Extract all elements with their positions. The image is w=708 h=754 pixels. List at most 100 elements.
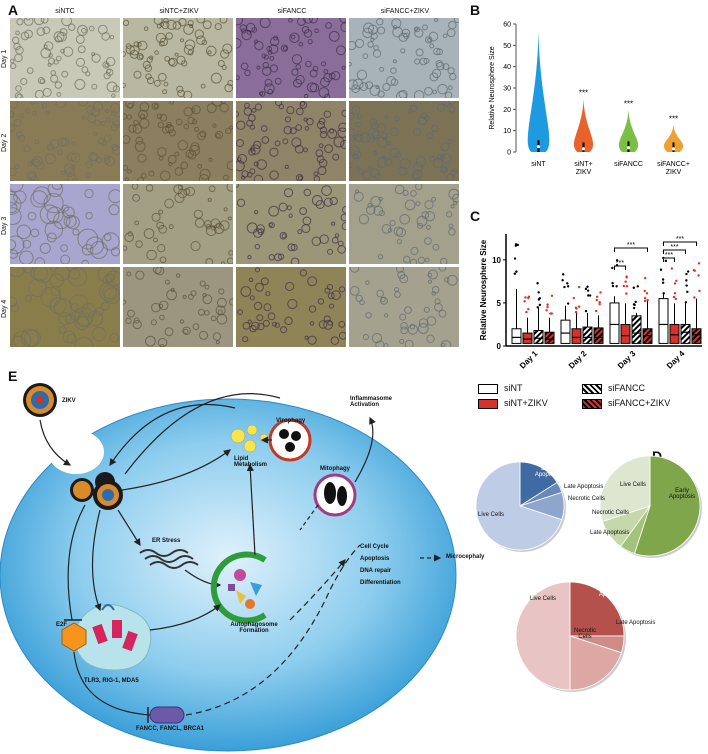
legend-swatch-sifancc-zikv: [582, 398, 602, 409]
outlier-point: [537, 291, 540, 294]
mechanism-diagram: [0, 383, 457, 752]
outlier-point: [685, 272, 688, 276]
outlier-point: [584, 309, 588, 313]
outlier-point: [546, 305, 549, 309]
outlier-point: [611, 281, 614, 285]
outlier-point: [561, 279, 564, 282]
y-tick-label: 40: [503, 64, 511, 71]
legend-sint: siNT: [478, 383, 523, 394]
pie-slice: [515, 581, 571, 691]
mitophagy-inhibit-line: [299, 504, 319, 531]
significance-bracket: [614, 247, 648, 252]
legend-sifancc: siFANCC: [582, 383, 645, 394]
box-rect: [533, 329, 544, 344]
micrograph-tile: [123, 18, 233, 98]
outlier-point: [525, 310, 528, 314]
outlier-point: [566, 302, 570, 305]
x-tick-label: siFANCC+: [657, 161, 690, 168]
outlier-point: [577, 305, 581, 308]
outlier-point: [634, 300, 637, 304]
panel-label-d: D: [652, 448, 663, 464]
autophagosome-label: Autophagosome Formation: [230, 622, 278, 634]
outlier-point: [546, 303, 549, 306]
outlier-point: [561, 273, 565, 276]
pie1-early-label: Early Apoptosis: [534, 466, 562, 478]
outlier-point: [598, 300, 601, 304]
lipid-label: Lipid Metabolism: [234, 456, 268, 468]
x-tick-label: Day 2: [567, 349, 589, 371]
outlier-point: [586, 285, 589, 288]
column-header-sintc: siNTC: [55, 8, 75, 15]
legend-label-sifancc-zikv: siFANCC+ZIKV: [608, 398, 671, 408]
box-rect: [593, 327, 604, 344]
column-header-sifancc: siFANCC: [277, 8, 307, 15]
outlier-point: [538, 303, 542, 307]
box-rect: [544, 331, 555, 344]
violin-shape: [618, 109, 639, 152]
x-tick-label: ZIKV: [576, 169, 592, 176]
significance-label: ***: [624, 99, 633, 108]
outlier-point: [685, 284, 688, 287]
outlier-point: [536, 306, 539, 309]
outlier-point: [625, 292, 628, 295]
violin-chart: 0 10 20 30 40 50 60 Relative Neurosphere Size si…: [489, 22, 690, 177]
micrograph-tile: [349, 267, 459, 347]
er-to-autophagosome-arrow: [184, 569, 222, 589]
outlier-point: [632, 306, 636, 310]
outlier-point: [643, 296, 647, 300]
micrograph-tile: [10, 18, 120, 98]
micrograph-tile: [236, 101, 346, 181]
pie-charts: [475, 455, 702, 692]
zikv-virion-icon: [23, 383, 57, 417]
legend-label-sint-zikv: siNT+ZIKV: [504, 398, 548, 408]
micrograph-tile: [349, 101, 459, 181]
outlier-point: [673, 292, 677, 295]
pie-slice: [519, 461, 558, 507]
outlier-point: [598, 302, 601, 306]
y-tick-label: 0: [497, 342, 502, 351]
x-tick-label: ZIKV: [666, 169, 682, 176]
box-chart: 0 5 10 Relative Neurosphere Size Day 1 Day 2 D…: [479, 234, 702, 371]
violin-shape: [663, 124, 684, 152]
outlier-point: [527, 307, 530, 311]
y-tick-label: 50: [503, 43, 511, 50]
x-tick-label: siNT+: [574, 161, 592, 168]
e2f-label: E2F: [56, 622, 68, 628]
membrane-pocket: [48, 430, 104, 474]
outlier-point: [674, 297, 678, 301]
significance-label: ***: [665, 252, 673, 259]
pie2-live-label: Live Cells: [620, 482, 647, 488]
micrograph-tile: [123, 101, 233, 181]
outlier-point: [672, 295, 676, 299]
significance-label: ***: [616, 260, 624, 267]
box-rect: [511, 328, 522, 344]
pie3-late-label: Late Apoptosis: [616, 620, 656, 626]
virion-to-lipid-arrow: [121, 449, 231, 491]
outlier-point: [578, 285, 581, 289]
outlier-point: [513, 272, 517, 275]
y-tick-label: 30: [503, 86, 511, 93]
outlier-point: [523, 300, 526, 303]
outlier-point: [625, 275, 628, 278]
violin-median: [626, 146, 631, 150]
outlier-point: [664, 259, 668, 263]
differentiation-label: Differentiation: [360, 580, 401, 586]
outlier-point: [587, 294, 590, 297]
outlier-point: [636, 285, 640, 288]
outlier-point: [615, 285, 618, 288]
micrograph-tile: [10, 184, 120, 264]
box-rect: [620, 323, 631, 344]
x-tick-label: siNT: [531, 161, 546, 168]
outlier-point: [595, 295, 599, 298]
outlier-point: [611, 284, 615, 288]
outlier-point: [675, 279, 678, 282]
er-stress-icon: [139, 549, 199, 569]
significance-bracket: [663, 241, 697, 246]
outlier-point: [513, 257, 517, 260]
panel-label-c: C: [470, 208, 481, 224]
legend-label-sint: siNT: [504, 383, 523, 393]
significance-bracket: [663, 257, 675, 262]
violin-shape: [527, 30, 550, 152]
outlier-point: [659, 268, 663, 271]
outlier-point: [625, 284, 629, 288]
